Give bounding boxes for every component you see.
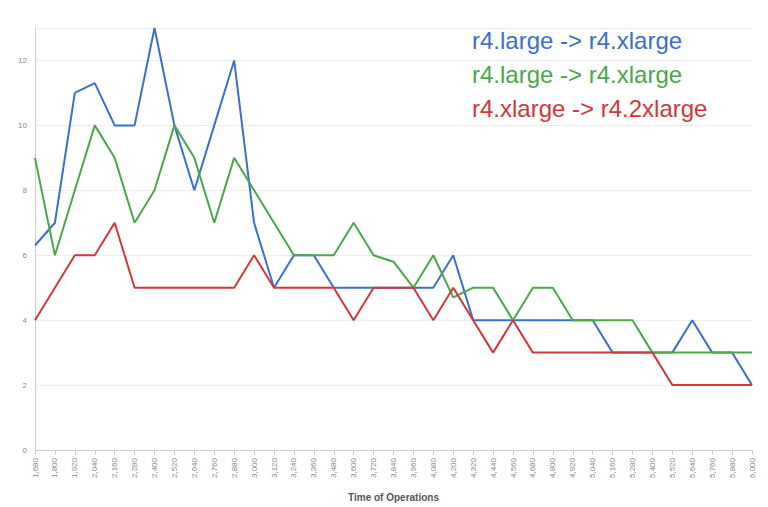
svg-text:12: 12	[18, 56, 27, 65]
svg-text:5,280: 5,280	[628, 457, 637, 478]
svg-text:6,000: 6,000	[748, 457, 757, 478]
svg-text:3,600: 3,600	[349, 457, 358, 478]
svg-text:2,280: 2,280	[130, 457, 139, 478]
svg-text:3,480: 3,480	[329, 457, 338, 478]
svg-text:8: 8	[23, 186, 28, 195]
svg-text:2,400: 2,400	[150, 457, 159, 478]
svg-text:2,760: 2,760	[210, 457, 219, 478]
svg-text:3,120: 3,120	[270, 457, 279, 478]
svg-text:2,880: 2,880	[230, 457, 239, 478]
svg-text:6: 6	[23, 251, 28, 260]
svg-text:2: 2	[23, 381, 28, 390]
svg-text:5,400: 5,400	[648, 457, 657, 478]
svg-text:0: 0	[23, 446, 28, 455]
svg-text:1,800: 1,800	[50, 457, 59, 478]
svg-text:2,160: 2,160	[110, 457, 119, 478]
svg-text:4,320: 4,320	[469, 457, 478, 478]
svg-text:5,760: 5,760	[708, 457, 717, 478]
svg-text:4,920: 4,920	[568, 457, 577, 478]
svg-text:5,520: 5,520	[668, 457, 677, 478]
svg-text:4,560: 4,560	[509, 457, 518, 478]
svg-text:2,640: 2,640	[190, 457, 199, 478]
svg-text:4,800: 4,800	[548, 457, 557, 478]
svg-text:1,920: 1,920	[70, 457, 79, 478]
svg-text:4,680: 4,680	[528, 457, 537, 478]
svg-text:3,240: 3,240	[289, 457, 298, 478]
svg-text:1,680: 1,680	[31, 457, 40, 478]
svg-text:10: 10	[18, 121, 27, 130]
svg-text:4,080: 4,080	[429, 457, 438, 478]
svg-text:Time of Operations: Time of Operations	[348, 492, 439, 503]
svg-text:3,720: 3,720	[369, 457, 378, 478]
svg-text:5,640: 5,640	[688, 457, 697, 478]
svg-text:r4.large -> r4.xlarge: r4.large -> r4.xlarge	[472, 61, 682, 88]
svg-text:3,000: 3,000	[250, 457, 259, 478]
svg-text:2,040: 2,040	[90, 457, 99, 478]
svg-text:r4.xlarge -> r4.2xlarge: r4.xlarge -> r4.2xlarge	[472, 95, 707, 122]
svg-text:4,200: 4,200	[449, 457, 458, 478]
svg-text:2,520: 2,520	[170, 457, 179, 478]
svg-text:4: 4	[23, 316, 28, 325]
svg-text:5,040: 5,040	[588, 457, 597, 478]
svg-text:4,440: 4,440	[489, 457, 498, 478]
svg-text:5,160: 5,160	[608, 457, 617, 478]
svg-text:5,880: 5,880	[728, 457, 737, 478]
svg-text:r4.large -> r4.xlarge: r4.large -> r4.xlarge	[472, 27, 682, 54]
svg-text:3,840: 3,840	[389, 457, 398, 478]
svg-text:3,960: 3,960	[409, 457, 418, 478]
svg-text:3,360: 3,360	[309, 457, 318, 478]
